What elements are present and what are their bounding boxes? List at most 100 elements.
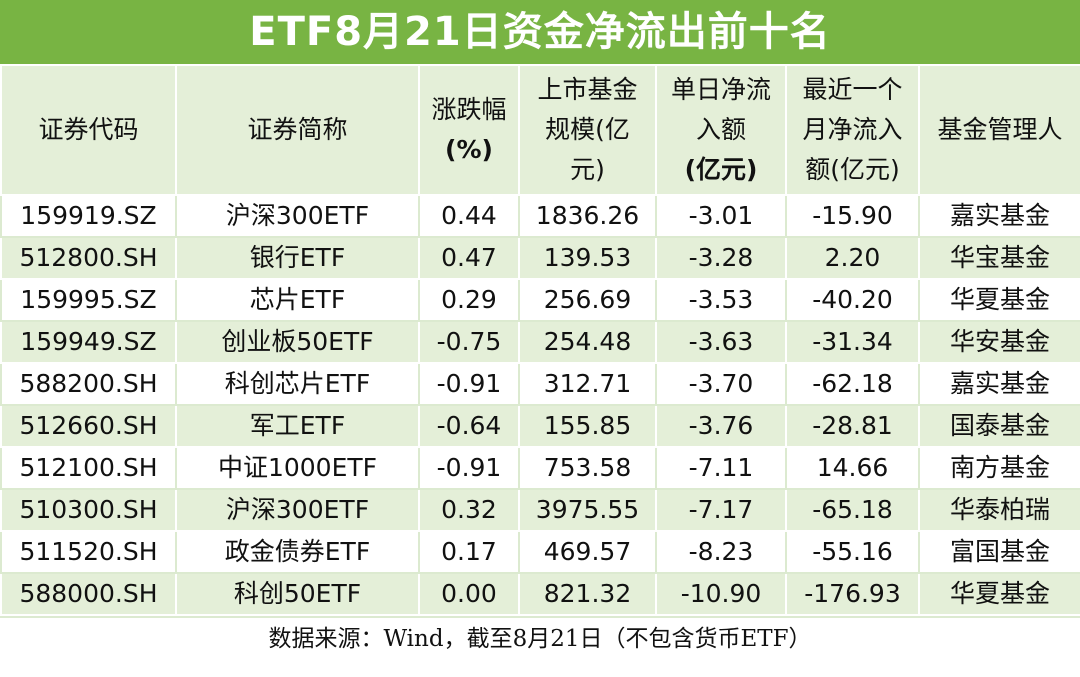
table-cell: -3.53 [655,278,787,322]
table-cell: 2.20 [785,236,920,280]
table-cell: 0.44 [418,194,520,238]
table-cell: 159949.SZ [0,320,177,364]
table-cell: 军工ETF [175,404,420,448]
table-cell: 华夏基金 [918,278,1080,322]
header-line: (%) [445,135,493,164]
header-cell: 单日净流入额 (亿元) [655,64,787,196]
table-cell: -15.90 [785,194,920,238]
table-cell: -7.11 [655,446,787,490]
table-cell: -3.01 [655,194,787,238]
table-cell: 469.57 [518,530,657,574]
table-cell: 国泰基金 [918,404,1080,448]
table-cell: 510300.SH [0,488,177,532]
table-cell: 512100.SH [0,446,177,490]
header-cell: 证券简称 [175,64,420,196]
table-cell: 512660.SH [0,404,177,448]
header-line: (亿元) [684,155,758,184]
data-table: 证券代码 证券简称 涨跌幅 (%) 上市基金 规模(亿 元) 单日净流 入额 (亿元) 最近一个 月净… [0,64,1080,616]
table-cell: -62.18 [785,362,920,406]
header-cell: 涨跌幅 (%) [418,64,520,196]
header-line: 规模(亿 [545,115,630,144]
table-cell: 南方基金 [918,446,1080,490]
table-cell: 0.00 [418,572,520,616]
header-cell: 最近一个月净流入额(亿元) [785,64,920,196]
table-cell: 创业板50ETF [175,320,420,364]
header-line: 额(亿元) [805,155,900,184]
table-cell: 沪深300ETF [175,194,420,238]
table-cell: 0.47 [418,236,520,280]
table-cell: 嘉实基金 [918,194,1080,238]
table-cell: 0.29 [418,278,520,322]
header-line: 最近一个 [802,75,903,104]
table-row: 588200.SH 科创芯片ETF -0.91 312.71 -3.70 -62.18 嘉实… [0,362,1080,406]
table-cell: 沪深300ETF [175,488,420,532]
table-cell: 嘉实基金 [918,362,1080,406]
table-row: 159919.SZ 沪深300ETF 0.44 1836.26 -3.01 -15.90 嘉… [0,194,1080,238]
table-cell: -0.64 [418,404,520,448]
table-row: 510300.SH 沪深300ETF 0.32 3975.55 -7.17 -65.18 华… [0,488,1080,532]
table-cell: 155.85 [518,404,657,448]
header-cell: 上市基金 规模(亿 元) [518,64,657,196]
table-cell: -3.28 [655,236,787,280]
table-cell: 254.48 [518,320,657,364]
title: ETF8月21日资金净流出前十名 [0,0,1080,64]
table-cell: 中证1000ETF [175,446,420,490]
table-cell: 华宝基金 [918,236,1080,280]
table-row: 512660.SH 军工ETF -0.64 155.85 -3.76 -28.81 国泰基金 [0,404,1080,448]
table-cell: -8.23 [655,530,787,574]
table-cell: 139.53 [518,236,657,280]
table-cell: 富国基金 [918,530,1080,574]
table-cell: -31.34 [785,320,920,364]
table-row: 512800.SH 银行ETF 0.47 139.53 -3.28 2.20 华宝基金 [0,236,1080,280]
header-line: 证券代码 [38,115,139,144]
table-cell: -0.91 [418,446,520,490]
table-cell: -3.63 [655,320,787,364]
table-row: 588000.SH 科创50ETF 0.00 821.32 -10.90 -176.93 华… [0,572,1080,616]
table-cell: -3.70 [655,362,787,406]
header-line: 上市基金 [537,75,638,104]
table-cell: 753.58 [518,446,657,490]
table-cell: 芯片ETF [175,278,420,322]
table-row: 159949.SZ 创业板50ETF -0.75 254.48 -3.63 -31.34 华… [0,320,1080,364]
table-row: 511520.SH 政金债券ETF 0.17 469.57 -8.23 -55.16 富国基… [0,530,1080,574]
table-cell: 0.17 [418,530,520,574]
table-cell: 159919.SZ [0,194,177,238]
table-cell: -0.75 [418,320,520,364]
table-cell: 政金债券ETF [175,530,420,574]
table-cell: -0.91 [418,362,520,406]
table-cell: -40.20 [785,278,920,322]
table-cell: -7.17 [655,488,787,532]
header-cell: 证券代码 [0,64,177,196]
header-line: 入额 [695,115,746,144]
table-cell: -55.16 [785,530,920,574]
table-cell: 588000.SH [0,572,177,616]
table-cell: -65.18 [785,488,920,532]
table-body: 159919.SZ 沪深300ETF 0.44 1836.26 -3.01 -15.90 嘉… [0,194,1080,616]
table-cell: 588200.SH [0,362,177,406]
table-row: 512100.SH 中证1000ETF -0.91 753.58 -7.11 14.66 南… [0,446,1080,490]
table-cell: 华夏基金 [918,572,1080,616]
table-cell: 科创芯片ETF [175,362,420,406]
table-cell: -10.90 [655,572,787,616]
table-cell: 312.71 [518,362,657,406]
table-cell: -3.76 [655,404,787,448]
header-line: 涨跌幅 [431,95,507,124]
header-row: 证券代码 证券简称 涨跌幅 (%) 上市基金 规模(亿 元) 单日净流 入额 (亿元) 最近一个 月净… [0,64,1080,196]
table-cell: 1836.26 [518,194,657,238]
header-line: 基金管理人 [937,115,1063,144]
table-cell: 华安基金 [918,320,1080,364]
table-cell: 512800.SH [0,236,177,280]
header-line: 单日净流 [670,75,771,104]
table-row: 159995.SZ 芯片ETF 0.29 256.69 -3.53 -40.20 华夏基金 [0,278,1080,322]
table-cell: 华泰柏瑞 [918,488,1080,532]
header-line: 证券简称 [247,115,348,144]
table-cell: 科创50ETF [175,572,420,616]
table-cell: 银行ETF [175,236,420,280]
table-cell: 821.32 [518,572,657,616]
footer: 数据来源：Wind，截至8月21日（不包含货币ETF） [0,616,1080,660]
table-cell: -28.81 [785,404,920,448]
header-line: 月净流入 [802,115,903,144]
table-cell: 159995.SZ [0,278,177,322]
table-cell: 14.66 [785,446,920,490]
